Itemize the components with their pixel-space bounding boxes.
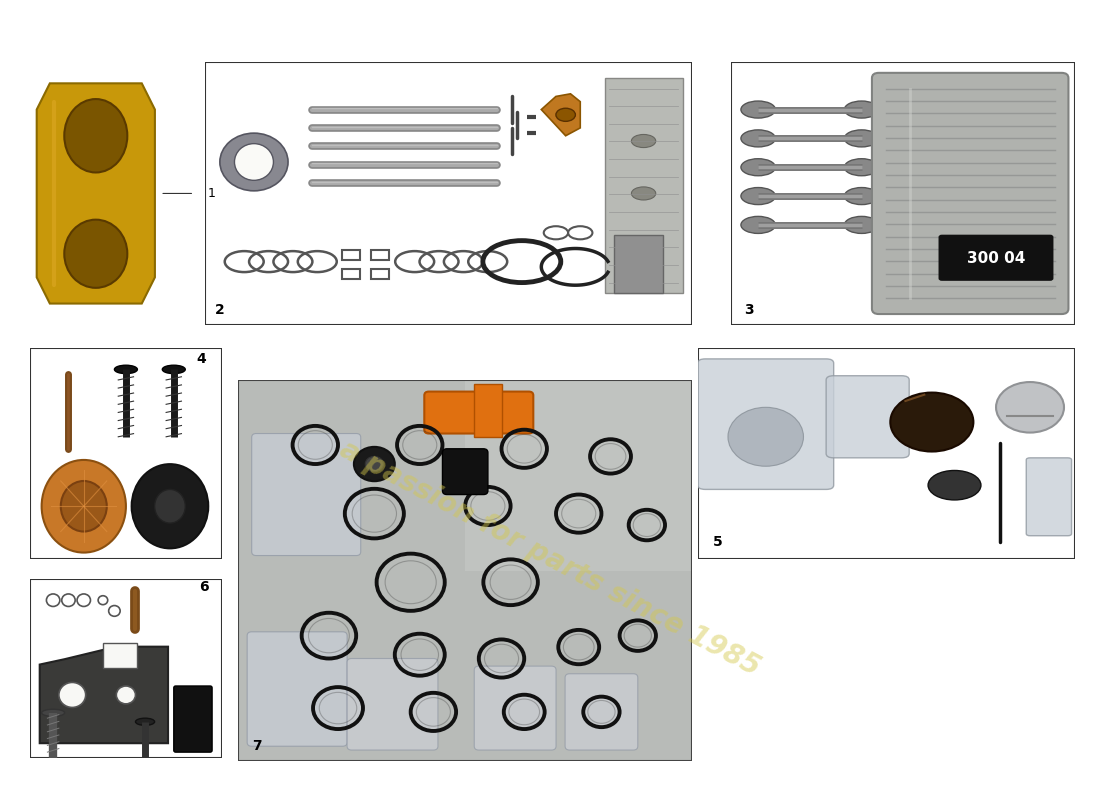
FancyBboxPatch shape	[938, 234, 1054, 281]
FancyBboxPatch shape	[930, 159, 1063, 287]
Text: 300 04: 300 04	[967, 251, 1025, 266]
Text: a passion for parts since 1985: a passion for parts since 1985	[336, 436, 764, 682]
